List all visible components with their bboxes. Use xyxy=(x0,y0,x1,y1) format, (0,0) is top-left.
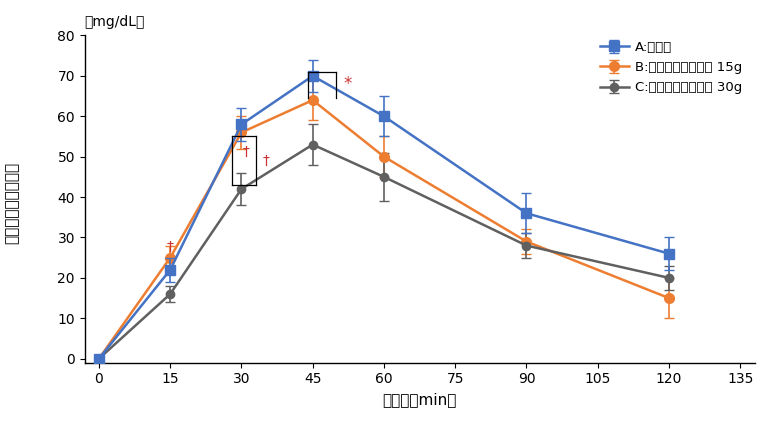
X-axis label: 時間　（min）: 時間 （min） xyxy=(383,392,457,407)
Text: 食後血糖値の変化量: 食後血糖値の変化量 xyxy=(4,162,19,243)
Text: †: † xyxy=(167,240,174,254)
Text: †: † xyxy=(263,154,269,168)
Text: †: † xyxy=(243,145,249,159)
Text: *: * xyxy=(343,75,352,93)
Text: （mg/dL）: （mg/dL） xyxy=(85,15,145,29)
Legend: A:基準食, B:基準食＋レモン汁 15g, C:基準食＋レモン汁 30g: A:基準食, B:基準食＋レモン汁 15g, C:基準食＋レモン汁 30g xyxy=(594,35,748,100)
